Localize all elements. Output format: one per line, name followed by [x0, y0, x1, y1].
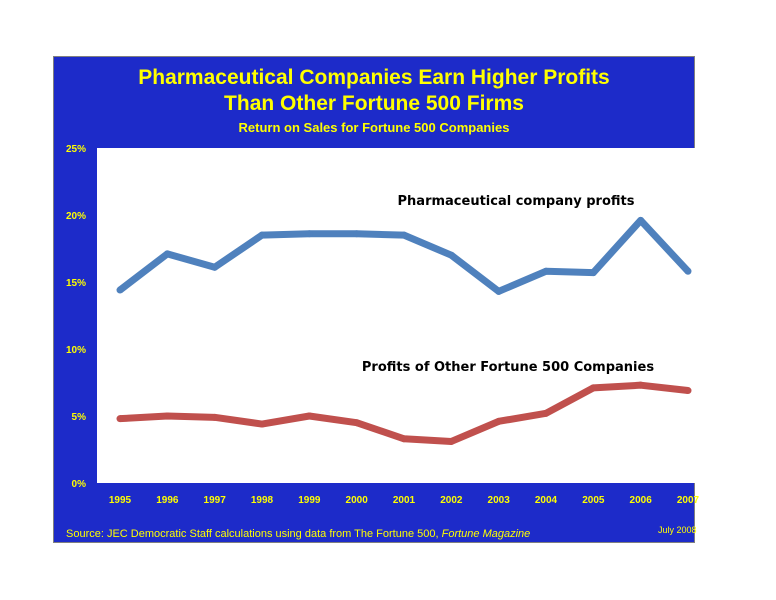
data-point — [353, 230, 361, 238]
data-point — [637, 381, 645, 389]
x-tick-label: 2001 — [393, 495, 416, 506]
data-point — [163, 250, 171, 258]
x-tick-label: 2007 — [677, 495, 700, 506]
x-tick-label: 2006 — [630, 495, 653, 506]
chart-subtitle: Return on Sales for Fortune 500 Companie… — [238, 120, 510, 135]
x-tick-label: 2002 — [440, 495, 463, 506]
data-point — [353, 419, 361, 427]
x-tick-label: 2003 — [488, 495, 511, 506]
x-tick-label: 1998 — [251, 495, 274, 506]
data-point — [116, 415, 124, 423]
data-point — [684, 387, 692, 395]
plot-area — [97, 148, 712, 483]
data-point — [116, 286, 124, 294]
data-point — [542, 409, 550, 417]
y-tick-label: 20% — [66, 211, 86, 222]
date-note: July 2008 — [658, 525, 697, 535]
source-publication: Fortune Magazine — [441, 528, 531, 540]
data-point — [495, 417, 503, 425]
data-point — [684, 267, 692, 275]
data-point — [258, 420, 266, 428]
y-tick-label: 15% — [66, 278, 86, 289]
data-point — [495, 287, 503, 295]
chart-title-line-2: Than Other Fortune 500 Firms — [224, 92, 524, 115]
series-label: Pharmaceutical company profits — [398, 194, 635, 209]
data-point — [589, 384, 597, 392]
series-label: Profits of Other Fortune 500 Companies — [362, 360, 654, 375]
y-tick-label: 0% — [72, 479, 87, 490]
data-point — [163, 412, 171, 420]
data-point — [589, 269, 597, 277]
data-point — [305, 230, 313, 238]
x-tick-label: 1996 — [156, 495, 179, 506]
data-point — [258, 231, 266, 239]
x-tick-label: 2005 — [582, 495, 605, 506]
y-tick-label: 5% — [72, 412, 87, 423]
y-tick-label: 25% — [66, 144, 86, 155]
data-point — [211, 413, 219, 421]
source-prefix: Source: JEC Democratic Staff calculation… — [66, 528, 442, 540]
data-point — [211, 263, 219, 271]
data-point — [400, 435, 408, 443]
data-point — [447, 437, 455, 445]
source-note: Source: JEC Democratic Staff calculation… — [66, 528, 530, 540]
x-tick-label: 2004 — [535, 495, 558, 506]
chart-title-line-1: Pharmaceutical Companies Earn Higher Pro… — [138, 66, 610, 89]
x-tick-label: 1997 — [204, 495, 227, 506]
x-tick-label: 2000 — [346, 495, 369, 506]
data-point — [637, 216, 645, 224]
x-tick-label: 1995 — [109, 495, 132, 506]
data-point — [400, 231, 408, 239]
data-point — [447, 251, 455, 259]
x-tick-label: 1999 — [298, 495, 321, 506]
y-tick-label: 10% — [66, 345, 86, 356]
data-point — [542, 267, 550, 275]
data-point — [305, 412, 313, 420]
